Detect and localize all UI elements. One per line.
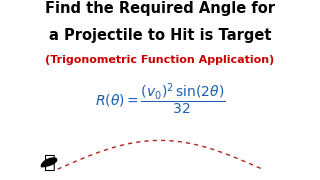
- Polygon shape: [41, 164, 44, 167]
- Text: $R(\theta) = \dfrac{(v_0)^2\,\sin(2\theta)}{32}$: $R(\theta) = \dfrac{(v_0)^2\,\sin(2\thet…: [95, 82, 225, 117]
- Text: (Trigonometric Function Application): (Trigonometric Function Application): [45, 55, 275, 65]
- Ellipse shape: [43, 158, 57, 166]
- Polygon shape: [48, 159, 55, 163]
- Text: 🚀: 🚀: [44, 152, 55, 172]
- Text: a Projectile to Hit is Target: a Projectile to Hit is Target: [49, 28, 271, 43]
- Polygon shape: [41, 165, 46, 167]
- Text: Find the Required Angle for: Find the Required Angle for: [45, 1, 275, 16]
